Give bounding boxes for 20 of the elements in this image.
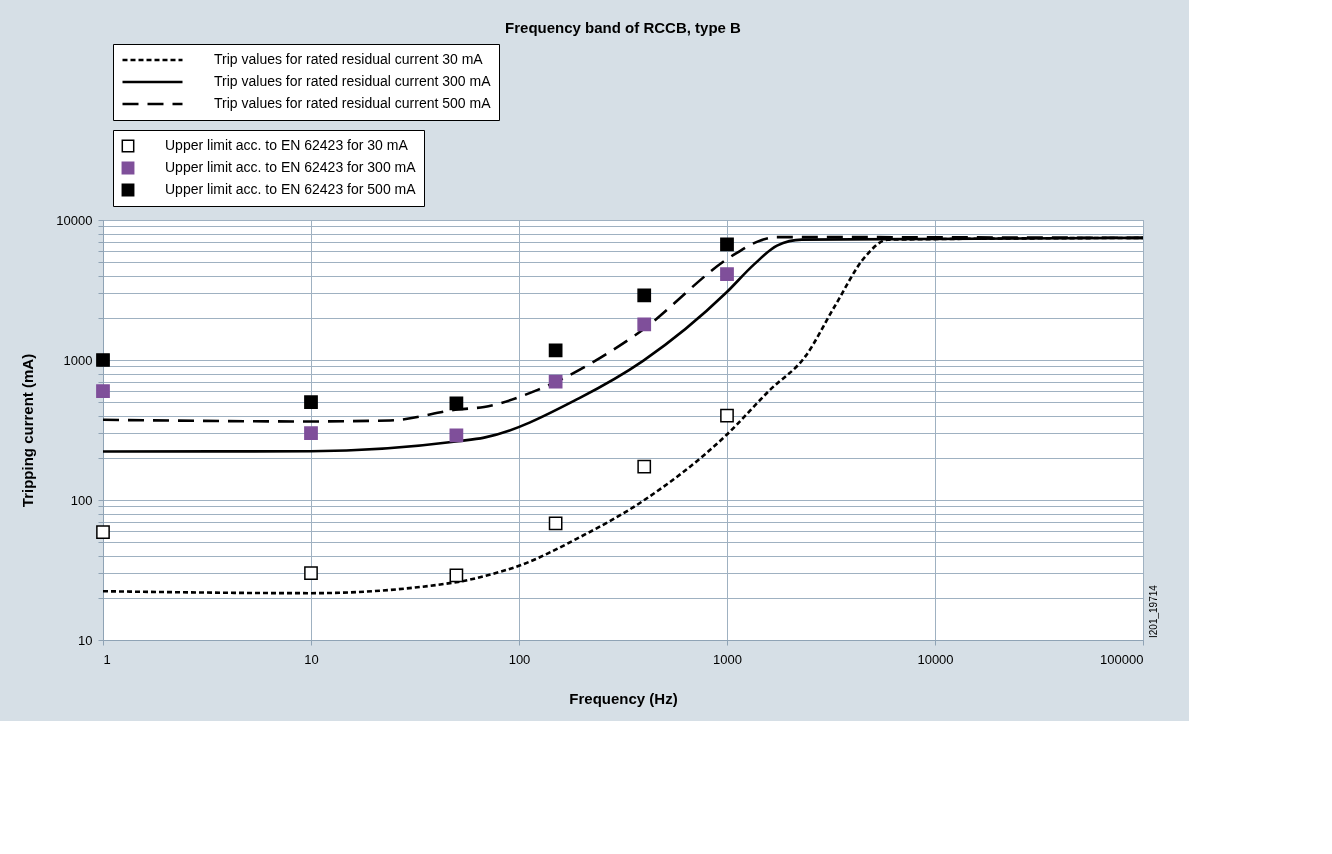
x-tick-label: 1 [103,651,111,667]
chart-title: Frequency band of RCCB, type B [505,18,742,36]
legend-label: Trip values for rated residual current 500 mA [214,95,492,111]
x-tick-label: 1000 [713,651,742,667]
legend-label: Upper limit acc. to EN 62423 for 30 mA [165,137,409,153]
legend-label: Trip values for rated residual current 30 mA [214,51,484,67]
x-tick-label: 100 [508,651,531,667]
x-tick-label: 10000 [917,651,954,667]
y-tick-label: 1000 [63,352,93,368]
x-tick-label: 100000 [1100,651,1144,667]
y-tick-label: 100 [70,492,93,508]
y-axis-title: Tripping current (mA) [19,353,37,508]
y-tick-label: 10 [78,632,93,648]
x-axis-title: Frequency (Hz) [569,689,678,707]
legend-label: Upper limit acc. to EN 62423 for 300 mA [165,159,417,175]
legend-label: Upper limit acc. to EN 62423 for 500 mA [165,181,417,197]
legend-label: Trip values for rated residual current 300 mA [214,73,492,89]
text: I201_19714 [1148,584,1159,638]
x-tick-label: 10 [304,651,319,667]
y-tick-label: 10000 [56,212,93,228]
